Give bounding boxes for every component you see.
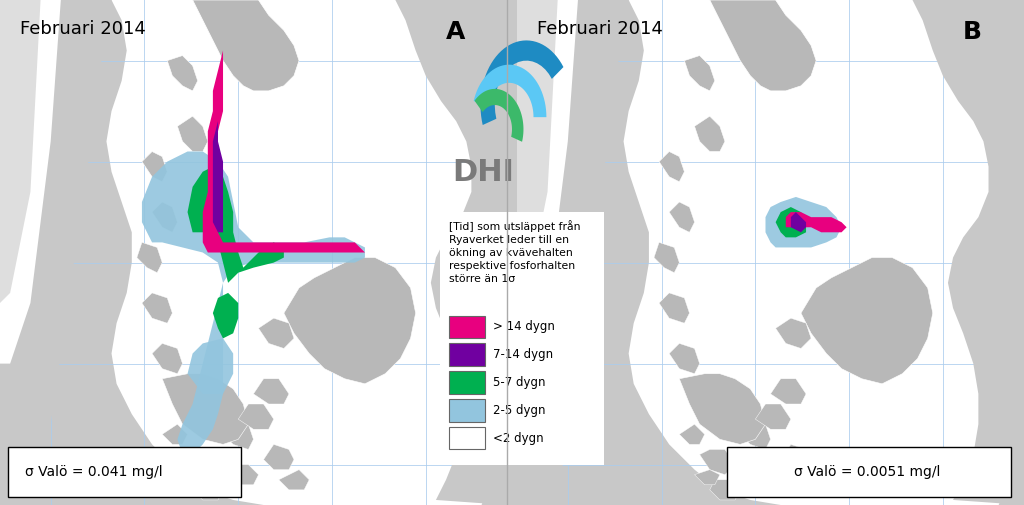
- Polygon shape: [694, 470, 720, 485]
- Polygon shape: [177, 116, 208, 152]
- Polygon shape: [284, 258, 416, 384]
- Polygon shape: [756, 404, 791, 429]
- Polygon shape: [187, 338, 233, 394]
- Polygon shape: [785, 212, 847, 232]
- Polygon shape: [137, 242, 162, 273]
- FancyBboxPatch shape: [449, 371, 484, 394]
- Text: Februari 2014: Februari 2014: [538, 20, 664, 38]
- FancyBboxPatch shape: [7, 447, 241, 497]
- Polygon shape: [263, 444, 294, 470]
- FancyBboxPatch shape: [449, 316, 484, 338]
- Polygon shape: [775, 318, 811, 348]
- Text: Februari 2014: Februari 2014: [20, 20, 146, 38]
- Polygon shape: [106, 0, 497, 505]
- Polygon shape: [670, 202, 694, 232]
- Polygon shape: [203, 50, 365, 252]
- Polygon shape: [152, 202, 177, 232]
- Polygon shape: [679, 374, 766, 444]
- FancyBboxPatch shape: [449, 343, 484, 366]
- Polygon shape: [142, 152, 365, 455]
- Polygon shape: [142, 152, 167, 182]
- Polygon shape: [223, 424, 254, 449]
- Polygon shape: [684, 56, 715, 91]
- FancyBboxPatch shape: [449, 427, 484, 449]
- Polygon shape: [258, 318, 294, 348]
- Polygon shape: [480, 40, 563, 125]
- Polygon shape: [182, 449, 218, 475]
- Polygon shape: [740, 465, 775, 485]
- Polygon shape: [699, 449, 735, 475]
- Polygon shape: [167, 56, 198, 91]
- Polygon shape: [780, 444, 811, 470]
- Polygon shape: [0, 0, 41, 303]
- Polygon shape: [177, 470, 203, 485]
- Polygon shape: [801, 258, 933, 384]
- Polygon shape: [694, 384, 730, 414]
- Polygon shape: [740, 424, 770, 449]
- Polygon shape: [766, 197, 842, 247]
- Polygon shape: [659, 152, 684, 182]
- Text: > 14 dygn: > 14 dygn: [493, 321, 555, 333]
- Text: <2 dygn: <2 dygn: [493, 432, 544, 444]
- FancyBboxPatch shape: [438, 210, 606, 467]
- Polygon shape: [279, 470, 309, 490]
- Polygon shape: [474, 65, 547, 117]
- Polygon shape: [177, 384, 213, 414]
- Polygon shape: [474, 89, 523, 142]
- Polygon shape: [720, 454, 745, 475]
- Polygon shape: [517, 0, 578, 364]
- Polygon shape: [254, 379, 289, 404]
- Polygon shape: [203, 454, 228, 475]
- Text: 7-14 dygn: 7-14 dygn: [493, 348, 553, 361]
- Polygon shape: [193, 0, 299, 91]
- FancyBboxPatch shape: [727, 447, 1012, 497]
- Text: σ Valö = 0.041 mg/l: σ Valö = 0.041 mg/l: [26, 465, 163, 479]
- Polygon shape: [796, 470, 826, 490]
- Polygon shape: [679, 424, 705, 444]
- Polygon shape: [670, 343, 699, 374]
- Polygon shape: [770, 379, 806, 404]
- Text: 5-7 dygn: 5-7 dygn: [493, 376, 545, 389]
- Polygon shape: [0, 0, 60, 364]
- Text: DHI: DHI: [452, 158, 514, 186]
- Polygon shape: [517, 0, 558, 303]
- Polygon shape: [775, 207, 806, 237]
- Polygon shape: [187, 167, 284, 283]
- FancyBboxPatch shape: [449, 399, 484, 422]
- Polygon shape: [213, 293, 239, 338]
- Text: σ Valö = 0.0051 mg/l: σ Valö = 0.0051 mg/l: [794, 465, 940, 479]
- Polygon shape: [710, 0, 816, 91]
- Text: [Tid] som utsläppet från
Ryaverket leder till en
ökning av kvävehalten
respektiv: [Tid] som utsläppet från Ryaverket leder…: [449, 220, 580, 284]
- Polygon shape: [791, 212, 806, 232]
- Polygon shape: [223, 465, 258, 485]
- Polygon shape: [912, 0, 1024, 505]
- Polygon shape: [517, 0, 629, 505]
- Polygon shape: [152, 343, 182, 374]
- Text: A: A: [446, 20, 466, 44]
- Polygon shape: [239, 404, 273, 429]
- Polygon shape: [162, 424, 187, 444]
- Polygon shape: [395, 0, 507, 505]
- Text: 2-5 dygn: 2-5 dygn: [493, 404, 545, 417]
- Polygon shape: [659, 293, 689, 323]
- Polygon shape: [624, 0, 1014, 505]
- Polygon shape: [0, 0, 112, 505]
- Polygon shape: [193, 480, 223, 500]
- Polygon shape: [213, 71, 223, 232]
- Polygon shape: [694, 116, 725, 152]
- Polygon shape: [142, 293, 172, 323]
- Polygon shape: [710, 480, 740, 500]
- Text: B: B: [964, 20, 982, 44]
- Polygon shape: [162, 374, 249, 444]
- Polygon shape: [654, 242, 679, 273]
